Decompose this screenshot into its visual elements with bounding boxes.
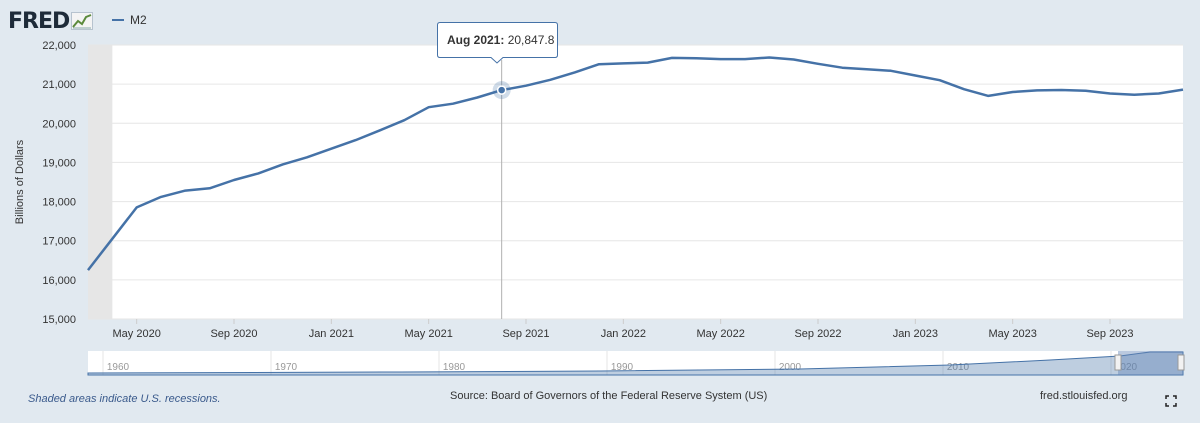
fred-logo[interactable]: FRED <box>8 8 94 34</box>
x-tick-label: Sep 2023 <box>1086 328 1133 340</box>
trend-chart-icon <box>71 12 94 30</box>
navigator-left-handle[interactable] <box>1114 354 1122 371</box>
navigator-series-area <box>87 351 1184 376</box>
y-axis-label: Billions of Dollars <box>14 139 26 224</box>
data-tooltip: Aug 2021: 20,847.8 <box>437 22 558 64</box>
legend-series-label: M2 <box>130 13 147 27</box>
x-tick-label: May 2022 <box>697 328 745 340</box>
x-tick-label: Sep 2020 <box>210 328 257 340</box>
series-layer <box>87 56 1184 271</box>
highlight-point[interactable] <box>496 85 507 95</box>
navigator-year-label: 2000 <box>779 362 802 373</box>
y-tick-label: 22,000 <box>42 40 76 52</box>
navigator[interactable]: 1960 1970 1980 1990 2000 2010 2020 <box>87 351 1185 376</box>
tooltip-value: 20,847.8 <box>507 33 555 47</box>
series-line-m2[interactable] <box>87 56 1184 271</box>
navigator-year-label: 2010 <box>947 362 970 373</box>
x-tick-label: May 2020 <box>113 328 161 340</box>
navigator-year-label: 1980 <box>443 362 466 373</box>
navigator-right-handle[interactable] <box>1177 354 1185 371</box>
y-tick-label: 15,000 <box>42 314 76 326</box>
tooltip-box <box>437 22 558 64</box>
gridlines <box>88 44 1183 320</box>
y-tick-label: 16,000 <box>42 275 76 287</box>
y-axis-ticks: 15,000 16,000 17,000 18,000 19,000 20,000 21,0… <box>42 40 76 326</box>
source-citation: Source: Board of Governors of the Federa… <box>450 390 768 402</box>
fred-logo-text: FRED <box>8 8 70 34</box>
y-tick-label: 18,000 <box>42 197 76 209</box>
x-tick-label: Jan 2021 <box>309 328 354 340</box>
y-tick-label: 21,000 <box>42 79 76 91</box>
y-tick-label: 19,000 <box>42 157 76 169</box>
plot-background <box>88 45 1183 319</box>
navigator-year-label: 1970 <box>275 362 298 373</box>
x-tick-label: Sep 2022 <box>794 328 841 340</box>
site-link[interactable]: fred.stlouisfed.org <box>1040 390 1128 402</box>
x-tick-label: May 2023 <box>989 328 1037 340</box>
recession-shading-layer <box>88 45 113 319</box>
x-tick-label: May 2021 <box>405 328 453 340</box>
legend-swatch <box>112 19 124 21</box>
x-tick-label: Sep 2021 <box>502 328 549 340</box>
navigator-year-label: 2020 <box>1115 362 1138 373</box>
x-tick-label: Jan 2022 <box>601 328 646 340</box>
recession-band <box>88 45 113 319</box>
x-axis-ticks: May 2020 Sep 2020 Jan 2021 May 2021 Sep 2021… <box>113 319 1134 340</box>
tooltip-date: Aug 2021: <box>447 33 505 47</box>
navigator-year-label: 1960 <box>107 362 130 373</box>
chart-legend[interactable]: M2 <box>112 13 147 27</box>
navigator-year-label: 1990 <box>611 362 634 373</box>
fullscreen-icon[interactable] <box>1165 395 1177 407</box>
recession-note: Shaded areas indicate U.S. recessions. <box>28 393 221 405</box>
y-tick-label: 20,000 <box>42 118 76 130</box>
navigator-selection[interactable] <box>1118 351 1183 375</box>
x-tick-label: Jan 2023 <box>893 328 938 340</box>
navigator-axis: 1960 1970 1980 1990 2000 2010 2020 <box>102 351 1138 375</box>
tooltip-text: Aug 2021: 20,847.8 <box>447 33 554 47</box>
y-tick-label: 17,000 <box>42 236 76 248</box>
